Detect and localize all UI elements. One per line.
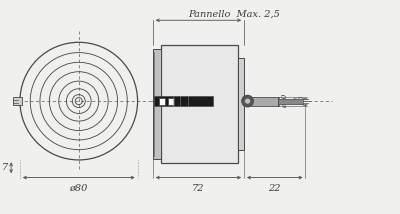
Text: ø10: ø10 bbox=[281, 93, 289, 108]
Bar bbox=[161, 45, 238, 163]
Bar bbox=[238, 58, 244, 150]
Text: 7: 7 bbox=[1, 163, 8, 172]
Bar bbox=[278, 99, 302, 104]
Text: 72: 72 bbox=[192, 184, 205, 193]
Text: 22: 22 bbox=[268, 184, 281, 193]
Bar bbox=[251, 97, 278, 106]
Bar bbox=[154, 97, 212, 106]
Circle shape bbox=[245, 98, 250, 104]
Bar bbox=[153, 49, 161, 159]
Text: Pannello  Max. 2,5: Pannello Max. 2,5 bbox=[188, 10, 280, 19]
Circle shape bbox=[242, 95, 254, 107]
Bar bbox=[14, 97, 22, 105]
Text: ø80: ø80 bbox=[70, 184, 88, 193]
Text: ø6: ø6 bbox=[298, 96, 306, 105]
Bar bbox=[168, 98, 174, 105]
Bar bbox=[159, 98, 165, 105]
